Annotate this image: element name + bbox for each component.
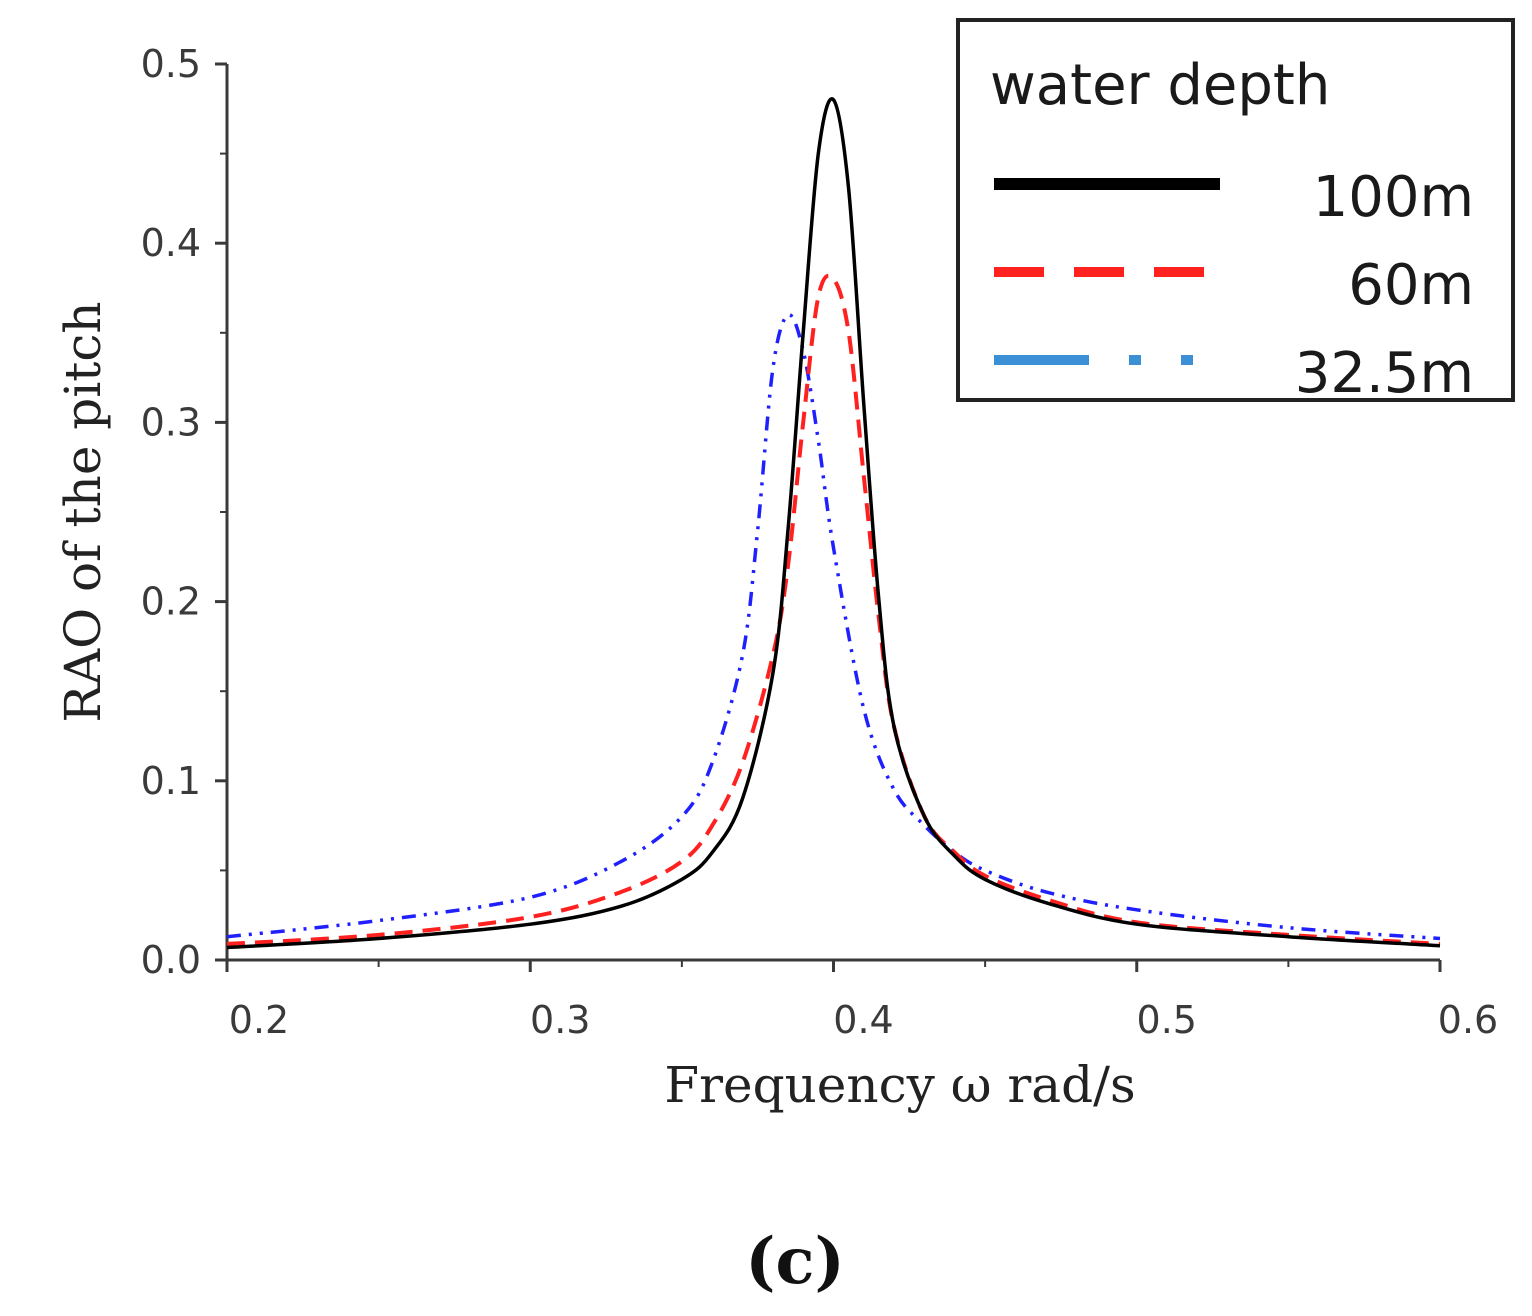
y-tick-label: 0.3 <box>141 400 201 444</box>
x-tick-label: 0.3 <box>530 998 590 1042</box>
y-tick-label: 0.1 <box>141 759 201 803</box>
series-line-100m <box>226 97 1441 950</box>
legend-title: water depth <box>990 53 1330 118</box>
x-tick-label: 0.2 <box>229 998 289 1042</box>
legend-entries: 100m 60m 32.5m <box>994 165 1474 406</box>
y-axis-title: RAO of the pitch <box>54 301 112 722</box>
series-line-60m <box>226 273 1441 946</box>
legend-label: 100m <box>1313 165 1474 230</box>
y-tick-label: 0.5 <box>141 42 201 86</box>
legend-label: 32.5m <box>1295 341 1474 406</box>
x-axis-title: Frequency ω rad/s <box>664 1056 1135 1114</box>
legend-label: 60m <box>1348 253 1474 318</box>
x-tick-label: 0.4 <box>833 998 893 1042</box>
x-tick-label: 0.5 <box>1137 998 1197 1042</box>
series-layer <box>226 97 1441 950</box>
panel-label: (c) <box>745 1224 845 1299</box>
axis-ticks: 0.2 0.3 0.4 0.5 0.6 0.0 0.1 0.2 0.3 0.4 0.5 <box>141 42 1499 1042</box>
plot-area: 0.2 0.3 0.4 0.5 0.6 0.0 0.1 0.2 0.3 0.4 0.5 <box>141 42 1499 1042</box>
series-line-32-5m <box>226 312 1441 941</box>
x-tick-label: 0.6 <box>1438 998 1498 1042</box>
y-tick-label: 0.4 <box>141 221 201 265</box>
y-tick-label: 0.0 <box>141 938 201 982</box>
legend-box <box>956 18 1515 402</box>
legend: water depth 100m 60m 32.5m <box>956 18 1515 406</box>
y-tick-label: 0.2 <box>141 580 201 624</box>
